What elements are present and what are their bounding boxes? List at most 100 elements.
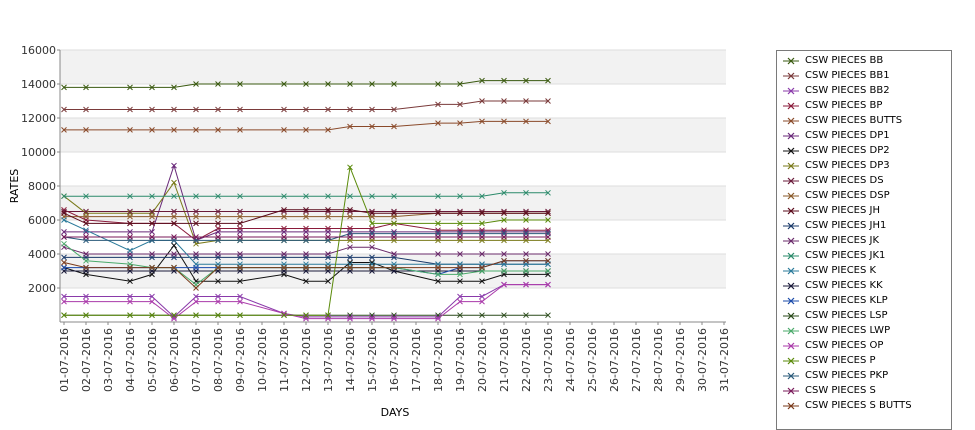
data-point: [545, 77, 551, 84]
data-point: [523, 210, 529, 217]
legend-item: CSW PIECES BB: [777, 53, 951, 68]
data-point: [347, 206, 353, 213]
data-point: [501, 208, 507, 215]
x-tick-label: 21-07-2016: [498, 328, 511, 392]
data-point: [127, 127, 133, 133]
legend-item: CSW PIECES P: [777, 353, 951, 368]
legend-label: CSW PIECES P: [805, 355, 876, 366]
data-point: [303, 81, 309, 87]
data-point: [545, 210, 551, 217]
x-tick-label: 19-07-2016: [454, 328, 467, 392]
data-point: [435, 208, 441, 215]
series-line: [63, 209, 548, 224]
series-line: [64, 100, 548, 110]
data-point: [215, 278, 221, 285]
data-point: [479, 193, 485, 200]
data-point: [501, 98, 507, 104]
legend-label: CSW PIECES JK: [805, 235, 880, 246]
data-point: [325, 106, 331, 113]
data-point: [369, 264, 375, 271]
x-tick-label: 22-07-2016: [520, 328, 533, 392]
legend-label: CSW PIECES BP: [805, 100, 883, 111]
legend-label: CSW PIECES DP1: [805, 130, 890, 141]
series-line: [64, 192, 548, 197]
legend-item: CSW PIECES BB2: [777, 83, 951, 98]
legend-item: CSW PIECES PKP: [777, 368, 951, 383]
series-line: [63, 233, 548, 241]
data-point: [435, 278, 441, 285]
data-point: [435, 271, 441, 278]
data-point: [303, 229, 309, 235]
data-point: [193, 213, 199, 220]
data-point: [545, 208, 551, 215]
data-point: [83, 220, 89, 227]
legend-label: CSW PIECES K: [805, 265, 877, 276]
data-point: [215, 208, 221, 215]
data-point: [347, 259, 353, 266]
data-point: [193, 208, 199, 215]
data-point: [215, 264, 221, 271]
data-point: [545, 98, 551, 104]
x-tick-label: 27-07-2016: [630, 328, 643, 392]
data-point: [149, 127, 155, 133]
data-point: [149, 84, 155, 91]
data-point: [83, 84, 89, 91]
data-point: [369, 193, 375, 200]
data-point: [215, 81, 221, 87]
legend-symbol: [783, 372, 799, 379]
x-tick-label: 01-07-2016: [58, 328, 71, 392]
series-line: [64, 80, 548, 88]
legend-symbol: [783, 282, 799, 289]
y-tick-label: 6000: [28, 214, 56, 227]
data-point: [435, 315, 441, 322]
data-point: [127, 106, 133, 113]
data-point: [281, 264, 287, 271]
data-point: [501, 229, 507, 235]
data-point: [391, 251, 397, 257]
data-point: [325, 127, 331, 133]
legend-item: CSW PIECES S BUTTS: [777, 398, 951, 413]
x-tick-label: 31-07-2016: [718, 328, 731, 392]
legend-item: CSW PIECES BUTTS: [777, 113, 951, 128]
data-point: [303, 206, 309, 213]
data-point: [457, 234, 463, 240]
data-point: [61, 298, 67, 305]
data-point: [545, 234, 551, 240]
data-point: [237, 264, 243, 271]
data-point: [435, 193, 441, 200]
series-line: [63, 244, 548, 282]
data-point: [149, 251, 155, 257]
legend-label: CSW PIECES DP3: [805, 160, 890, 171]
legend-label: CSW PIECES BB1: [805, 70, 890, 81]
data-point: [237, 127, 243, 133]
data-point: [391, 234, 397, 240]
data-point: [369, 106, 375, 113]
legend-label: CSW PIECES S BUTTS: [805, 400, 912, 411]
data-point: [457, 81, 463, 87]
data-point: [523, 189, 529, 196]
data-point: [149, 208, 155, 215]
data-point: [325, 213, 331, 220]
data-point: [435, 264, 441, 271]
data-point: [303, 208, 309, 215]
data-point: [369, 315, 375, 322]
data-point: [237, 312, 243, 319]
data-point: [435, 210, 441, 217]
data-point: [501, 234, 507, 240]
data-point: [83, 234, 89, 240]
data-point: [237, 278, 243, 285]
data-point: [369, 244, 375, 251]
data-point: [369, 234, 375, 240]
x-axis-label: DAYS: [381, 406, 410, 419]
data-point: [457, 264, 463, 271]
data-point: [479, 98, 485, 104]
legend-item: CSW PIECES S: [777, 383, 951, 398]
data-point: [523, 312, 529, 319]
data-point: [479, 234, 485, 240]
legend-symbol: [783, 102, 799, 109]
data-point: [149, 234, 155, 240]
data-point: [193, 106, 199, 113]
data-point: [501, 77, 507, 84]
data-point: [369, 314, 375, 320]
data-point: [545, 281, 551, 288]
